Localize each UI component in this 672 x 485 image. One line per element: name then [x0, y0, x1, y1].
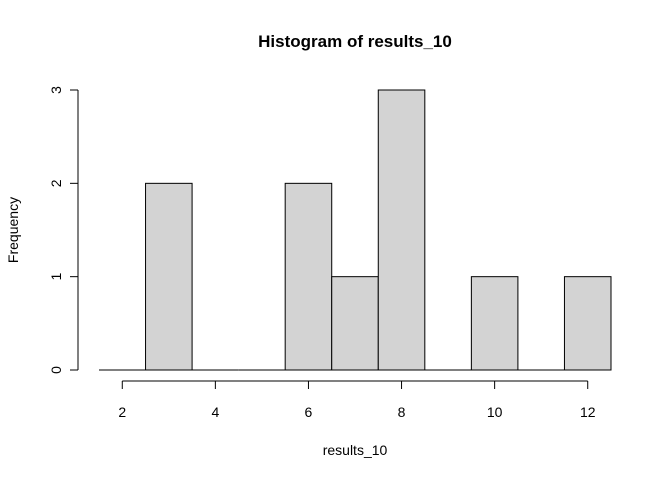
histogram-bar: [331, 276, 379, 371]
histogram-bar: [377, 89, 426, 371]
x-tick-label: 8: [398, 404, 406, 420]
histogram-bar: [470, 276, 519, 371]
y-tick-label: 0: [48, 366, 64, 374]
x-tick-label: 2: [118, 404, 126, 420]
histogram-bar: [145, 182, 193, 371]
x-tick-label: 6: [305, 404, 313, 420]
x-tick-label: 10: [487, 404, 503, 420]
histogram-bar: [563, 276, 612, 371]
chart-title: Histogram of results_10: [258, 32, 452, 51]
y-tick-label: 2: [48, 179, 64, 187]
y-axis: 0 1 2 3: [48, 86, 79, 374]
x-tick-label: 4: [211, 404, 219, 420]
y-tick-label: 1: [48, 273, 64, 281]
x-axis-label: results_10: [323, 442, 388, 458]
bars-layer: [99, 89, 612, 371]
x-tick-label: 12: [580, 404, 596, 420]
histogram-bar: [284, 182, 333, 371]
y-tick-label: 3: [48, 86, 64, 94]
y-axis-label: Frequency: [5, 197, 21, 263]
x-axis: 2 4 6 8 10 12: [118, 380, 596, 420]
